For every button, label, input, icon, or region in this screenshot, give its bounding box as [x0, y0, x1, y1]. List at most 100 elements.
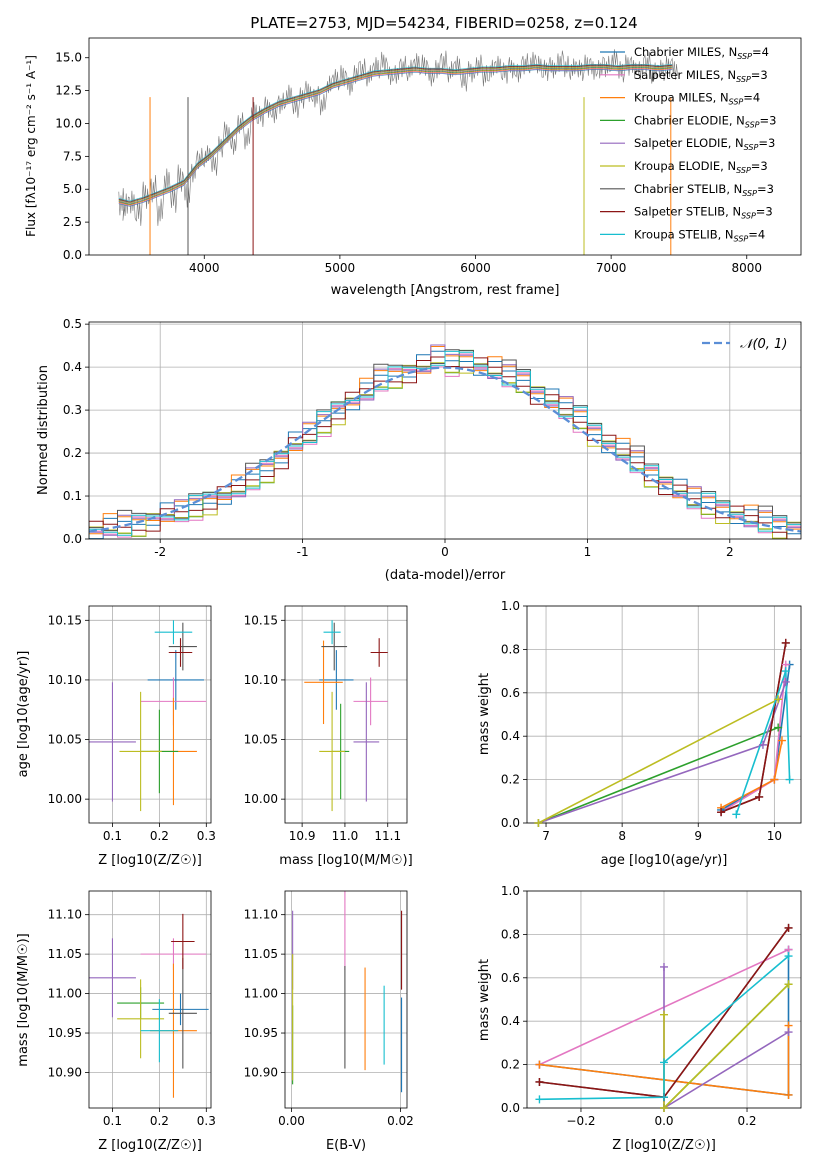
y-tick-label: 10.0 [55, 116, 82, 130]
panel-mass-weight-vs-age: 7 8 9 10 0.0 0.2 0.4 0.6 0.8 1.0 age [log10(age/yr… [477, 599, 802, 868]
y-tick-label: 0.8 [501, 642, 520, 656]
axes: −0.2 0.0 0.2 0.0 0.2 0.4 0.6 0.8 1.0 [501, 884, 802, 1128]
plot-area [538, 642, 791, 823]
y-tick-label: 0.5 [63, 317, 82, 331]
axes: 0.1 0.2 0.3 10.00 10.05 10.10 10.15 [48, 605, 216, 843]
axes: 7 8 9 10 0.0 0.2 0.4 0.6 0.8 1.0 [501, 599, 802, 843]
y-axis-label: mass [log10(M/M☉)] [16, 933, 31, 1066]
x-tick-label: 0.2 [737, 1114, 756, 1128]
x-tick-label: 10 [767, 829, 782, 843]
x-tick-label: 0.2 [150, 829, 169, 843]
weight-marker-kroupa_elodie [784, 980, 793, 989]
x-tick-label: 0.02 [387, 1114, 414, 1128]
y-axis-label: Flux [fλ10⁻¹⁷ erg cm⁻² s⁻¹ A⁻¹] [24, 55, 38, 237]
x-axis-label: Z [log10(Z/Z☉)] [98, 853, 202, 868]
plot-area [292, 891, 403, 1093]
x-tick-label: 0 [441, 545, 449, 559]
y-tick-label: 5.0 [63, 182, 82, 196]
weight-marker-salpeter_stelib [535, 1077, 544, 1086]
weight-marker-kroupa_stelib [535, 1095, 544, 1104]
axes: -2 -1 0 1 2 0.0 0.1 0.2 0.3 0.4 0.5 [63, 317, 802, 559]
weight-marker-kroupa_elodie [774, 695, 783, 704]
weight-marker-kroupa_miles [777, 736, 786, 745]
x-tick-label: 4000 [189, 261, 220, 275]
x-tick-label: 0.0 [654, 1114, 673, 1128]
weight-marker-kroupa_miles [770, 775, 779, 784]
x-tick-label: 0.3 [197, 1114, 216, 1128]
y-tick-label: 10.05 [244, 733, 278, 747]
legend-entry: Kroupa ELODIE, NSSP=3 [634, 159, 768, 175]
legend-entry: Chabrier STELIB, NSSP=3 [634, 182, 774, 198]
y-tick-label: 0.0 [501, 816, 520, 830]
weight-marker-kroupa_miles [535, 1060, 544, 1069]
y-tick-label: 0.2 [501, 1058, 520, 1072]
weight-marker-kroupa_elodie [534, 819, 543, 827]
y-tick-label: 0.4 [501, 729, 520, 743]
y-tick-label: 0.0 [63, 248, 82, 262]
weight-line-kroupa_stelib [539, 955, 790, 1101]
x-axis-label: mass [log10(M/M☉)] [279, 853, 412, 868]
x-tick-label: 7 [542, 829, 550, 843]
figure-title: PLATE=2753, MJD=54234, FIBERID=0258, z=0… [250, 14, 637, 32]
weight-marker-kroupa_miles [784, 1090, 793, 1099]
y-tick-label: 0.1 [63, 489, 82, 503]
panel-age-vs-mass: 10.9 11.0 11.1 10.00 10.05 10.10 10.15 mass [lo… [244, 605, 413, 868]
y-tick-label: 7.5 [63, 149, 82, 163]
weight-marker-salpeter_elodie [758, 740, 767, 749]
y-tick-label: 10.00 [244, 792, 278, 806]
x-axis-label: (data-model)/error [385, 568, 506, 583]
y-tick-label: 11.00 [244, 987, 278, 1001]
x-axis-label: E(B-V) [326, 1138, 366, 1153]
weight-marker-kroupa_elodie [660, 1104, 668, 1112]
y-tick-label: 0.0 [501, 1101, 520, 1115]
gaussian-curve [89, 366, 801, 533]
panel-age-vs-Z: 0.1 0.2 0.3 10.00 10.05 10.10 10.15 Z [log10(Z/… [16, 605, 216, 868]
y-tick-label: 0.3 [63, 403, 82, 417]
y-axis-label: Normed distribution [36, 365, 51, 495]
y-tick-label: 10.05 [48, 733, 82, 747]
legend: Chabrier MILES, NSSP=4 Salpeter MILES, NS… [600, 45, 776, 243]
model-chabrier_miles [118, 69, 673, 207]
grid [89, 606, 211, 823]
model-salpeter_stelib [118, 64, 673, 203]
y-tick-label: 11.10 [48, 908, 82, 922]
weight-marker-kroupa_stelib [781, 667, 790, 676]
axes-frame [88, 37, 802, 256]
legend-entry: Chabrier MILES, NSSP=4 [634, 45, 769, 61]
panel-mass-vs-ebv: 0.00 0.02 10.90 10.95 11.00 11.05 11.10 E(B-V) [244, 890, 414, 1153]
y-tick-label: 0.6 [501, 686, 520, 700]
y-tick-label: 11.10 [244, 908, 278, 922]
x-tick-label: -2 [154, 545, 166, 559]
x-tick-label: 0.2 [150, 1114, 169, 1128]
weight-line-kroupa_elodie [538, 698, 779, 823]
legend-entry: Salpeter ELODIE, NSSP=3 [634, 136, 775, 152]
weight-marker-salpeter_elodie [781, 677, 790, 686]
panel-mass-vs-Z: 0.1 0.2 0.3 10.90 10.95 11.00 11.05 11.10 Z [log… [16, 890, 216, 1153]
grid [285, 891, 407, 1108]
y-tick-label: 10.90 [48, 1065, 82, 1079]
panel-mass-weight-vs-Z: −0.2 0.0 0.2 0.0 0.2 0.4 0.6 0.8 1.0 Z [log10(Z/Z… [477, 884, 802, 1153]
weight-marker-salpeter_stelib [755, 792, 764, 801]
axes: 0.00 0.02 10.90 10.95 11.00 11.05 11.10 [244, 890, 414, 1128]
y-axis-label: mass weight [477, 959, 492, 1041]
y-tick-label: 10.95 [244, 1026, 278, 1040]
plot-area [89, 620, 207, 812]
weight-marker-salpeter_elodie [660, 962, 668, 971]
weight-marker-kroupa_stelib [784, 952, 793, 961]
y-tick-label: 0.2 [63, 446, 82, 460]
y-tick-label: 2.5 [63, 215, 82, 229]
model-salpeter_miles [118, 68, 673, 207]
model-chabrier_stelib [118, 65, 673, 203]
y-tick-label: 0.2 [501, 773, 520, 787]
x-tick-label: 7000 [596, 261, 627, 275]
y-tick-label: 10.15 [48, 613, 82, 627]
histogram-salpeter_elodie [89, 344, 801, 539]
legend-entry: Salpeter MILES, NSSP=3 [634, 68, 768, 84]
y-tick-label: 0.8 [501, 927, 520, 941]
model-kroupa_stelib [118, 63, 673, 202]
y-tick-label: 10.95 [48, 1026, 82, 1040]
x-axis-label: wavelength [Angstrom, rest frame] [331, 283, 560, 298]
model-chabrier_elodie [118, 67, 673, 205]
model-kroupa_miles [118, 67, 673, 206]
y-tick-label: 10.10 [244, 673, 278, 687]
